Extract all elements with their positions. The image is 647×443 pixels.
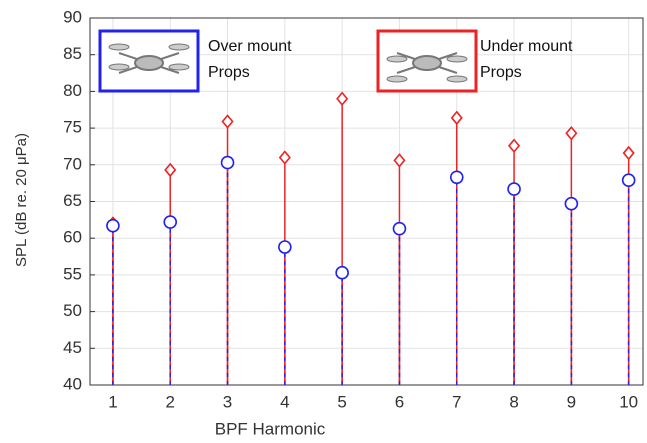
x-tick-label: 7	[452, 392, 461, 411]
marker	[221, 114, 234, 129]
marker	[449, 170, 464, 185]
y-tick-label: 50	[63, 301, 82, 320]
marker	[564, 196, 579, 211]
marker	[106, 218, 120, 233]
marker	[507, 182, 521, 196]
marker	[508, 138, 521, 153]
x-tick-label: 9	[567, 392, 576, 411]
drone-body	[412, 55, 442, 71]
drone-prop	[108, 63, 130, 71]
y-tick-label: 85	[63, 44, 82, 63]
x-tick-label: 6	[395, 392, 404, 411]
marker	[278, 150, 291, 165]
marker	[621, 173, 636, 188]
y-tick-label: 60	[63, 228, 82, 247]
drone-prop	[446, 75, 468, 83]
marker	[163, 215, 178, 229]
marker	[335, 265, 349, 280]
x-tick-label: 5	[337, 392, 346, 411]
y-tick-label: 70	[63, 154, 82, 173]
marker	[164, 162, 177, 178]
y-tick-label: 45	[63, 338, 82, 357]
y-tick-label: 90	[63, 7, 82, 26]
y-tick-label: 75	[63, 118, 82, 137]
legend-label: Over mount Props	[208, 38, 292, 81]
marker	[565, 125, 578, 141]
x-tick-label: 10	[619, 392, 638, 411]
drone-icon	[386, 52, 468, 83]
drone-prop	[386, 55, 408, 63]
marker	[220, 155, 235, 170]
legend-item	[98, 29, 200, 93]
y-tick-label: 40	[63, 374, 82, 393]
x-tick-label: 1	[108, 392, 117, 411]
drone-prop	[108, 43, 130, 51]
marker	[393, 153, 406, 168]
plot-frame	[89, 17, 644, 386]
x-tick-label: 4	[280, 392, 289, 411]
marker	[450, 110, 463, 126]
x-tick-label: 2	[165, 392, 174, 411]
x-tick-label: 8	[509, 392, 518, 411]
drone-prop	[168, 63, 190, 71]
y-tick-label: 80	[63, 81, 82, 100]
x-tick-label: 3	[223, 392, 232, 411]
y-tick-label: 65	[63, 191, 82, 210]
marker	[336, 91, 349, 106]
y-tick-label: 55	[63, 264, 82, 283]
drone-icon	[108, 43, 190, 74]
drone-body	[134, 55, 164, 71]
drone-prop	[446, 55, 468, 63]
drone-prop	[168, 43, 190, 51]
marker	[622, 145, 635, 161]
marker	[278, 240, 292, 254]
x-axis-label: BPF Harmonic	[215, 419, 326, 438]
marker	[392, 221, 407, 236]
drone-prop	[386, 75, 408, 83]
legend-label: Under mount Props	[480, 38, 573, 81]
legend-item	[376, 29, 478, 93]
y-axis-label: SPL (dB re. 20 μPa)	[13, 133, 30, 267]
